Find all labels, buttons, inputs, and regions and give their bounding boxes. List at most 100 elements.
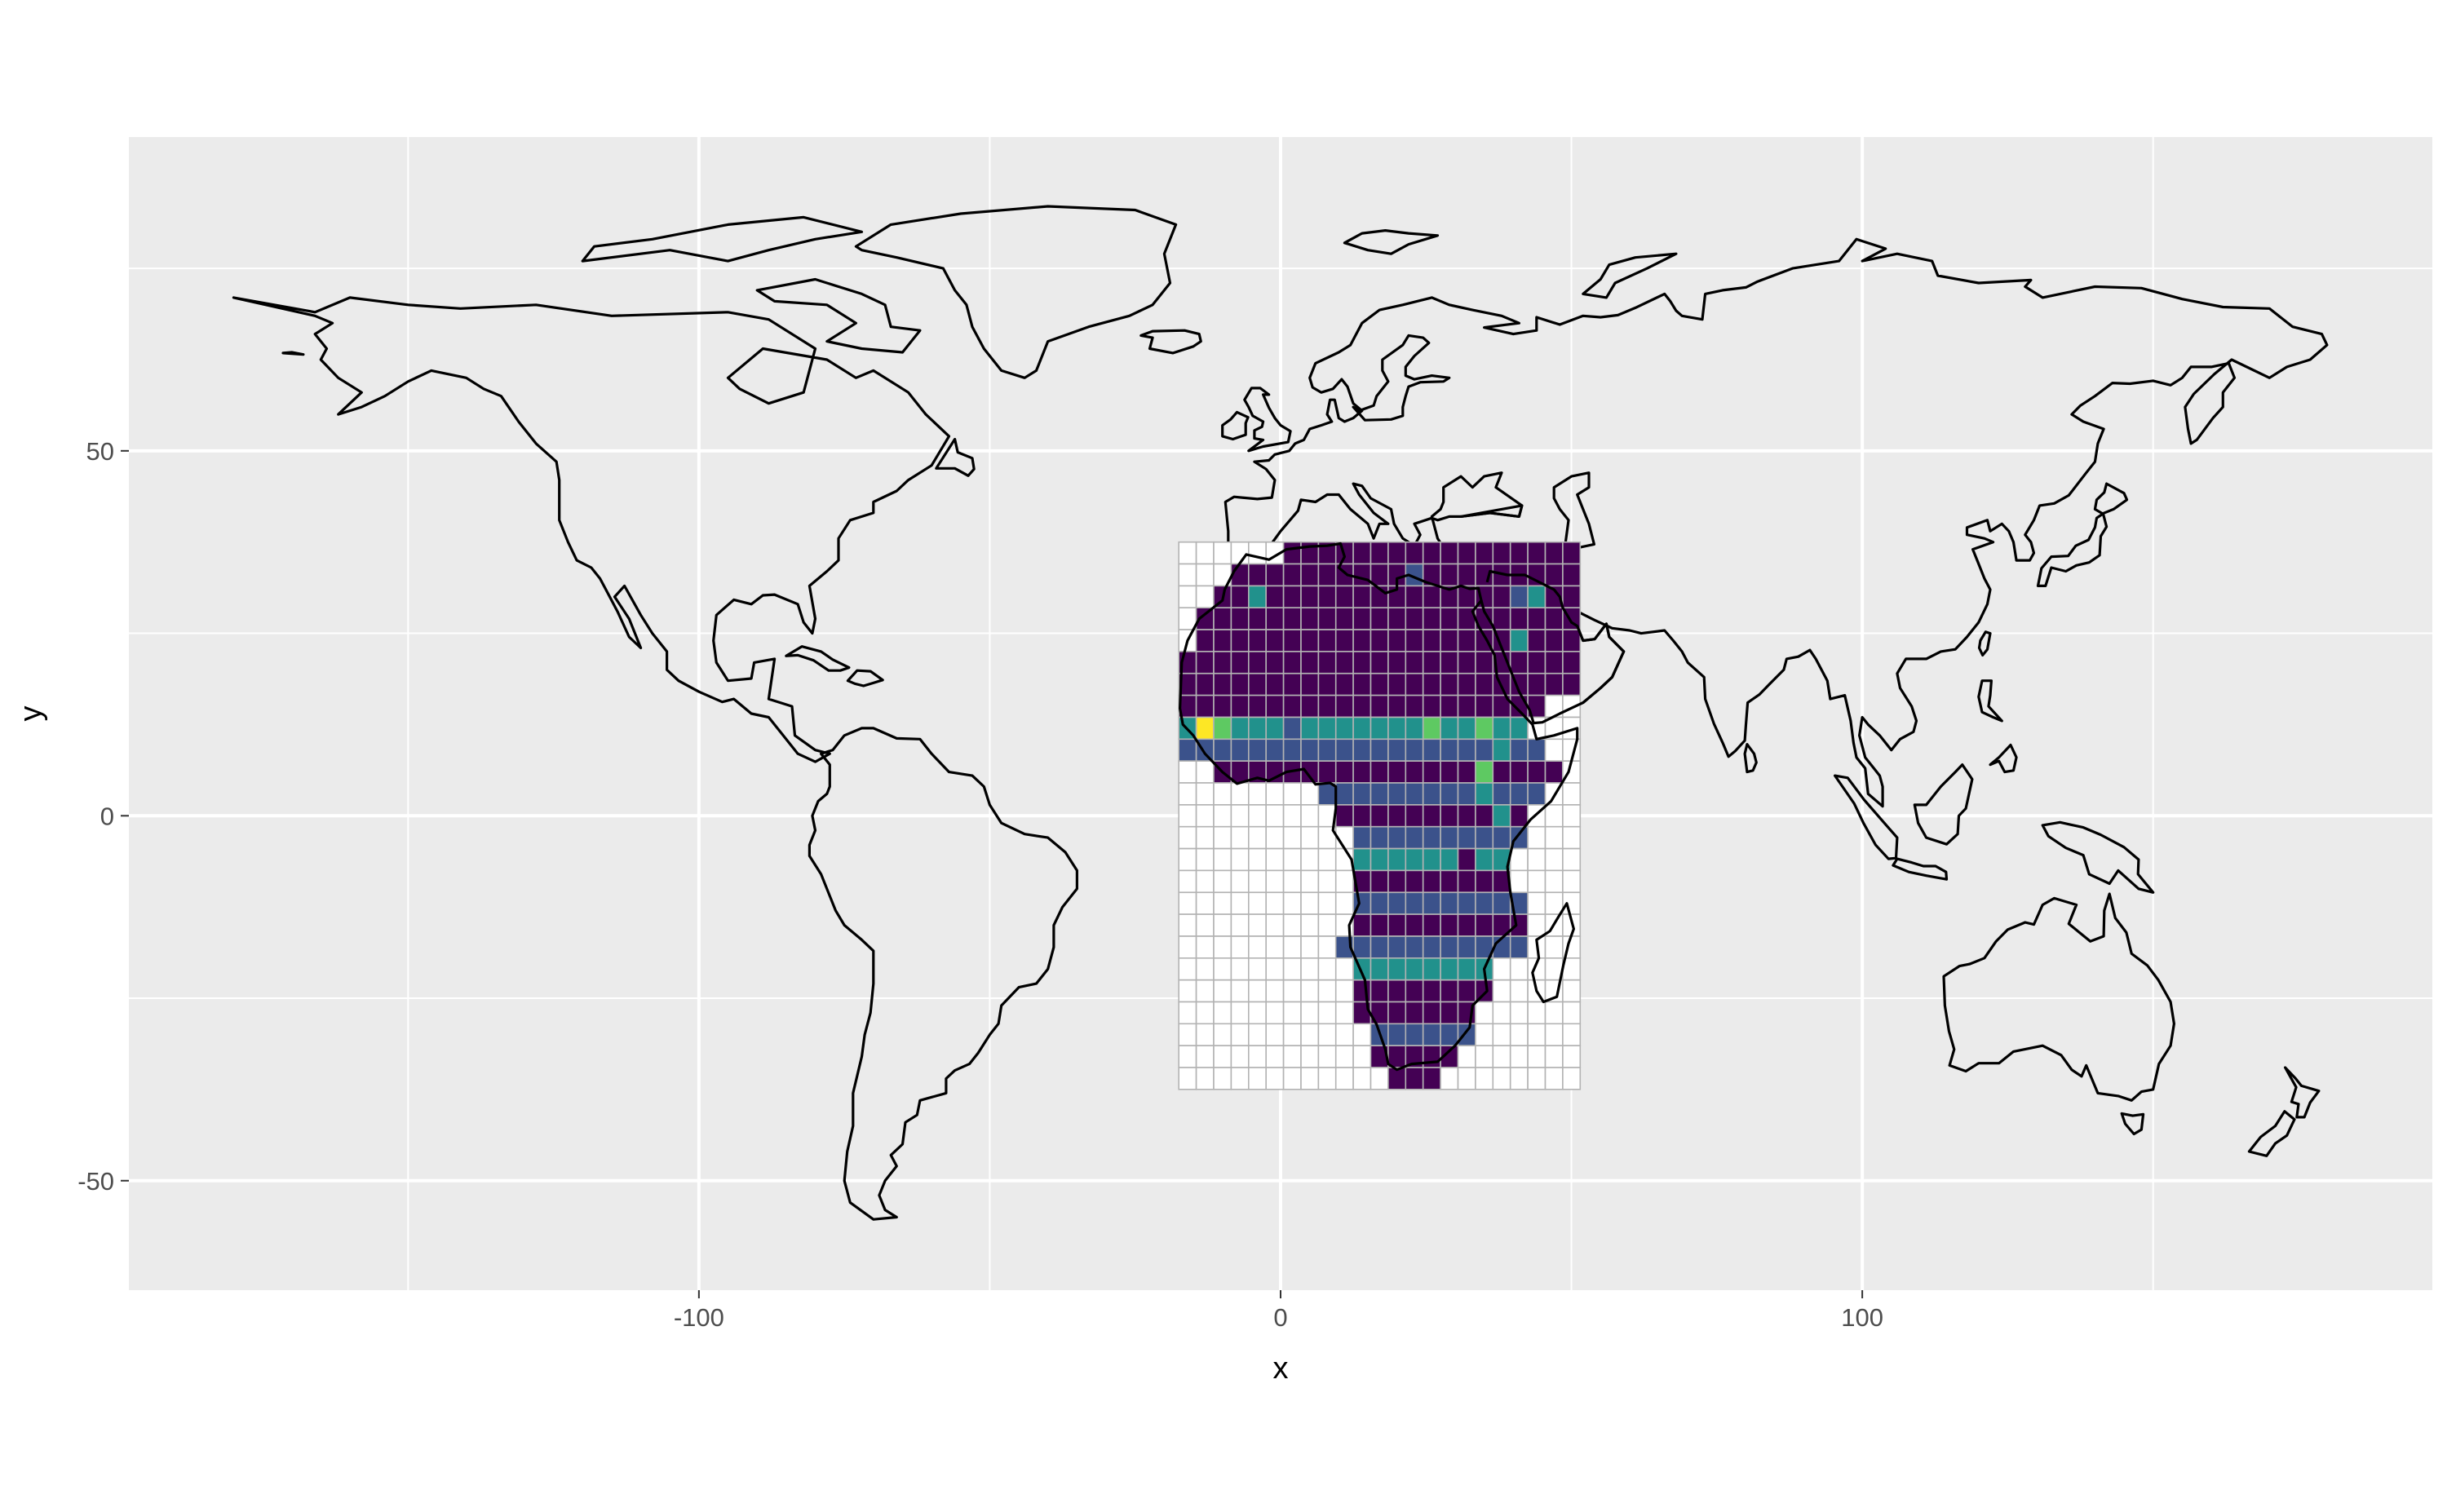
great-britain-outline: [1243, 387, 1292, 453]
caspian-sea-outline: [1552, 471, 1596, 550]
raster-cell: [1544, 891, 1564, 915]
raster-cell: [1509, 1023, 1529, 1046]
raster-cell: [1457, 804, 1476, 828]
raster-cell: [1248, 891, 1268, 915]
raster-cell: [1195, 694, 1215, 718]
raster-cell: [1405, 694, 1424, 718]
raster-cell: [1178, 541, 1197, 565]
raster-cell: [1265, 869, 1285, 894]
raster-cell: [1195, 563, 1215, 587]
raster-cell: [1562, 629, 1582, 652]
raster-cell: [1492, 1067, 1511, 1090]
raster-cell: [1387, 869, 1407, 894]
raster-cell: [1230, 825, 1250, 850]
raster-cell: [1213, 607, 1232, 630]
raster-cell: [1230, 672, 1250, 696]
raster-cell: [1422, 760, 1441, 784]
raster-cell: [1178, 585, 1197, 609]
raster-cell: [1352, 1067, 1372, 1090]
raster-cell: [1527, 651, 1547, 674]
raster-cell: [1300, 760, 1320, 784]
raster-cell: [1422, 804, 1441, 828]
raster-cell: [1300, 847, 1320, 872]
ireland-outline: [1221, 410, 1250, 441]
raster-cell: [1370, 935, 1389, 959]
raster-cell: [1405, 847, 1424, 872]
raster-cell: [1527, 607, 1547, 630]
raster-cell: [1230, 1001, 1250, 1025]
raster-cell: [1422, 869, 1441, 894]
raster-cell: [1509, 738, 1529, 762]
raster-cell: [1405, 913, 1424, 937]
raster-cell: [1317, 672, 1337, 696]
raster-cell: [1457, 694, 1476, 718]
raster-cell: [1213, 716, 1232, 741]
raster-cell: [1230, 651, 1250, 674]
raster-cell: [1230, 782, 1250, 806]
raster-cell: [1334, 760, 1354, 784]
raster-cell: [1440, 847, 1459, 872]
raster-cell: [1509, 760, 1529, 784]
raster-cell: [1248, 913, 1268, 937]
raster-cell: [1230, 1067, 1250, 1090]
raster-cell: [1317, 1067, 1337, 1090]
raster-cell: [1178, 935, 1197, 959]
raster-cell: [1334, 979, 1354, 1003]
raster-cell: [1334, 738, 1354, 762]
raster-cell: [1230, 847, 1250, 872]
raster-cell: [1352, 913, 1372, 937]
raster-cell: [1544, 935, 1564, 959]
raster-cell: [1527, 672, 1547, 696]
raster-cell: [1282, 563, 1302, 587]
raster-cell: [1422, 651, 1441, 674]
java-outline: [1892, 857, 1949, 881]
africa-coastline: [1178, 542, 1626, 1072]
raster-cell: [1370, 891, 1389, 915]
raster-cell: [1317, 563, 1337, 587]
raster-cell: [1230, 541, 1250, 565]
raster-cells: [1178, 541, 1582, 1090]
raster-cell: [1475, 891, 1494, 915]
raster-cell: [1248, 847, 1268, 872]
y-tick-label: 0: [100, 802, 114, 830]
raster-cell: [1195, 847, 1215, 872]
raster-cell: [1387, 1023, 1407, 1046]
raster-cell: [1405, 869, 1424, 894]
raster-cell: [1440, 716, 1459, 741]
raster-cell: [1248, 869, 1268, 894]
x-tick-label: 0: [1273, 1303, 1287, 1332]
raster-cell: [1370, 957, 1389, 981]
raster-cell: [1440, 935, 1459, 959]
raster-cell: [1492, 585, 1511, 609]
raster-cell: [1370, 716, 1389, 741]
raster-cell: [1405, 629, 1424, 652]
raster-cell: [1509, 869, 1529, 894]
raster-cell: [1422, 935, 1441, 959]
raster-cell: [1334, 1067, 1354, 1090]
raster-cell: [1352, 738, 1372, 762]
raster-cell: [1405, 738, 1424, 762]
raster-cell: [1440, 804, 1459, 828]
raster-cell: [1370, 541, 1389, 565]
raster-cell: [1387, 694, 1407, 718]
raster-cell: [1265, 957, 1285, 981]
raster-cell: [1265, 1001, 1285, 1025]
raster-cell: [1230, 1045, 1250, 1068]
raster-cell: [1300, 1045, 1320, 1068]
raster-cell: [1475, 651, 1494, 674]
greenland-outline: [854, 205, 1178, 379]
raster-cell: [1248, 541, 1268, 565]
raster-cell: [1300, 1023, 1320, 1046]
raster-cell: [1317, 629, 1337, 652]
raster-cell: [1475, 738, 1494, 762]
raster-cell: [1230, 957, 1250, 981]
raster-cell: [1405, 672, 1424, 696]
raster-cell: [1213, 869, 1232, 894]
raster-cell: [1387, 1001, 1407, 1025]
raster-cell: [1387, 672, 1407, 696]
raster-cell: [1509, 1067, 1529, 1090]
raster-cell: [1492, 760, 1511, 784]
raster-cell: [1352, 760, 1372, 784]
raster-cell: [1195, 825, 1215, 850]
raster-cell: [1248, 672, 1268, 696]
